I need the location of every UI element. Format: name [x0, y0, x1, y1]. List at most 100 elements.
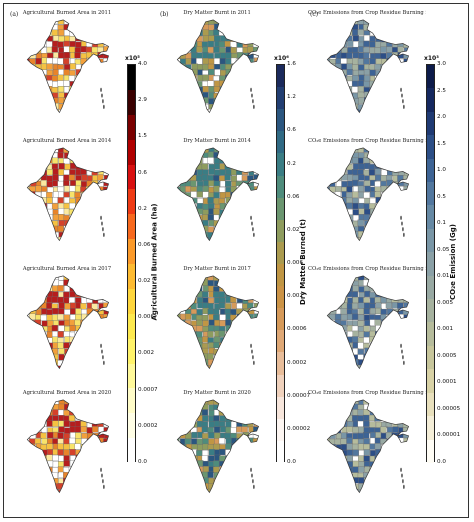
district-cell — [341, 302, 348, 309]
district-cell — [110, 104, 116, 110]
district-cell — [51, 29, 58, 36]
district-cell — [242, 203, 249, 210]
district-cell — [80, 280, 87, 287]
district-cell — [397, 63, 404, 70]
district-cell — [58, 69, 65, 76]
district-cell — [334, 438, 341, 446]
district-cell — [230, 280, 237, 287]
district-cell — [340, 308, 347, 315]
district-cell — [403, 215, 409, 222]
district-cell — [393, 116, 399, 122]
colorbar-title: CO₂e Emission (Gg) — [448, 224, 457, 300]
district-cell — [34, 483, 41, 490]
district-cell — [231, 365, 238, 369]
district-cell — [92, 444, 99, 451]
district-cell — [236, 319, 243, 327]
district-cell — [352, 35, 359, 42]
district-cell — [259, 19, 265, 25]
district-cell — [327, 86, 331, 93]
district-cell — [87, 109, 94, 113]
district-cell — [386, 58, 393, 65]
district-cell — [109, 215, 115, 221]
district-cell — [177, 286, 181, 293]
district-cell — [27, 308, 30, 315]
district-cell — [410, 115, 416, 121]
district-cell — [214, 35, 221, 42]
map-title: CO₂e Emissions from Crop Residue Burning… — [308, 266, 426, 272]
district-cell — [35, 399, 42, 405]
district-cell — [410, 47, 416, 53]
district-cell — [177, 80, 181, 87]
district-cell — [35, 58, 42, 65]
district-cell — [27, 409, 30, 417]
district-cell — [398, 169, 405, 176]
district-cell — [97, 443, 105, 451]
district-cell — [374, 47, 381, 54]
district-cell — [357, 91, 364, 99]
district-cell — [53, 115, 59, 121]
district-cell — [218, 347, 226, 355]
district-cell — [24, 243, 30, 249]
district-cell — [80, 197, 87, 205]
district-cell — [364, 208, 371, 216]
district-cell — [259, 47, 265, 53]
country-outline — [326, 19, 410, 114]
district-cell — [86, 488, 93, 493]
district-cell — [58, 495, 64, 501]
district-cell — [74, 420, 82, 427]
district-cell — [334, 19, 342, 26]
district-cell — [409, 192, 415, 198]
district-cell — [224, 231, 232, 238]
district-cell — [402, 443, 409, 451]
district-cell — [185, 209, 192, 216]
island-mark — [102, 99, 104, 104]
district-cell — [230, 91, 238, 98]
district-cell — [57, 443, 64, 450]
district-cell — [81, 214, 88, 221]
district-cell — [397, 157, 404, 164]
district-cell — [224, 303, 232, 310]
district-cell — [46, 275, 53, 282]
district-cell — [40, 97, 48, 104]
district-cell — [35, 74, 42, 82]
district-cell — [80, 477, 87, 484]
district-cell — [35, 98, 42, 105]
district-cell — [208, 449, 215, 456]
district-cell — [224, 410, 232, 417]
district-cell — [52, 409, 59, 416]
district-cell — [110, 220, 116, 226]
district-cell — [35, 292, 42, 299]
district-cell — [231, 353, 238, 361]
district-cell — [58, 403, 65, 410]
district-cell — [75, 342, 82, 349]
district-cell — [397, 279, 404, 286]
district-cell — [410, 483, 416, 489]
district-cell — [52, 454, 59, 462]
district-cell — [330, 426, 337, 433]
map-panel-2-2: CO₂e Emissions from Crop Residue Burning… — [308, 266, 426, 380]
island-mark — [400, 215, 402, 220]
district-cell — [214, 354, 221, 361]
district-cell — [109, 93, 115, 99]
district-cell — [386, 225, 393, 232]
district-cell — [177, 97, 181, 105]
district-cell — [190, 399, 197, 405]
district-cell — [69, 70, 76, 77]
district-cell — [180, 489, 187, 493]
district-cell — [208, 19, 215, 25]
map-panel-2-3: CO₂e Emissions from Crop Residue Burning… — [308, 390, 426, 504]
district-cell — [252, 41, 259, 48]
district-cell — [65, 114, 71, 120]
district-cell — [85, 472, 93, 479]
island-mark — [100, 87, 102, 92]
district-cell — [381, 75, 388, 82]
district-cell — [259, 97, 265, 103]
district-cell — [202, 35, 210, 42]
district-cell — [327, 410, 330, 417]
district-cell — [64, 427, 71, 434]
district-cell — [103, 495, 109, 501]
district-cell — [242, 80, 249, 87]
district-cell — [197, 372, 203, 378]
district-cell — [334, 354, 342, 361]
district-cell — [213, 415, 220, 422]
